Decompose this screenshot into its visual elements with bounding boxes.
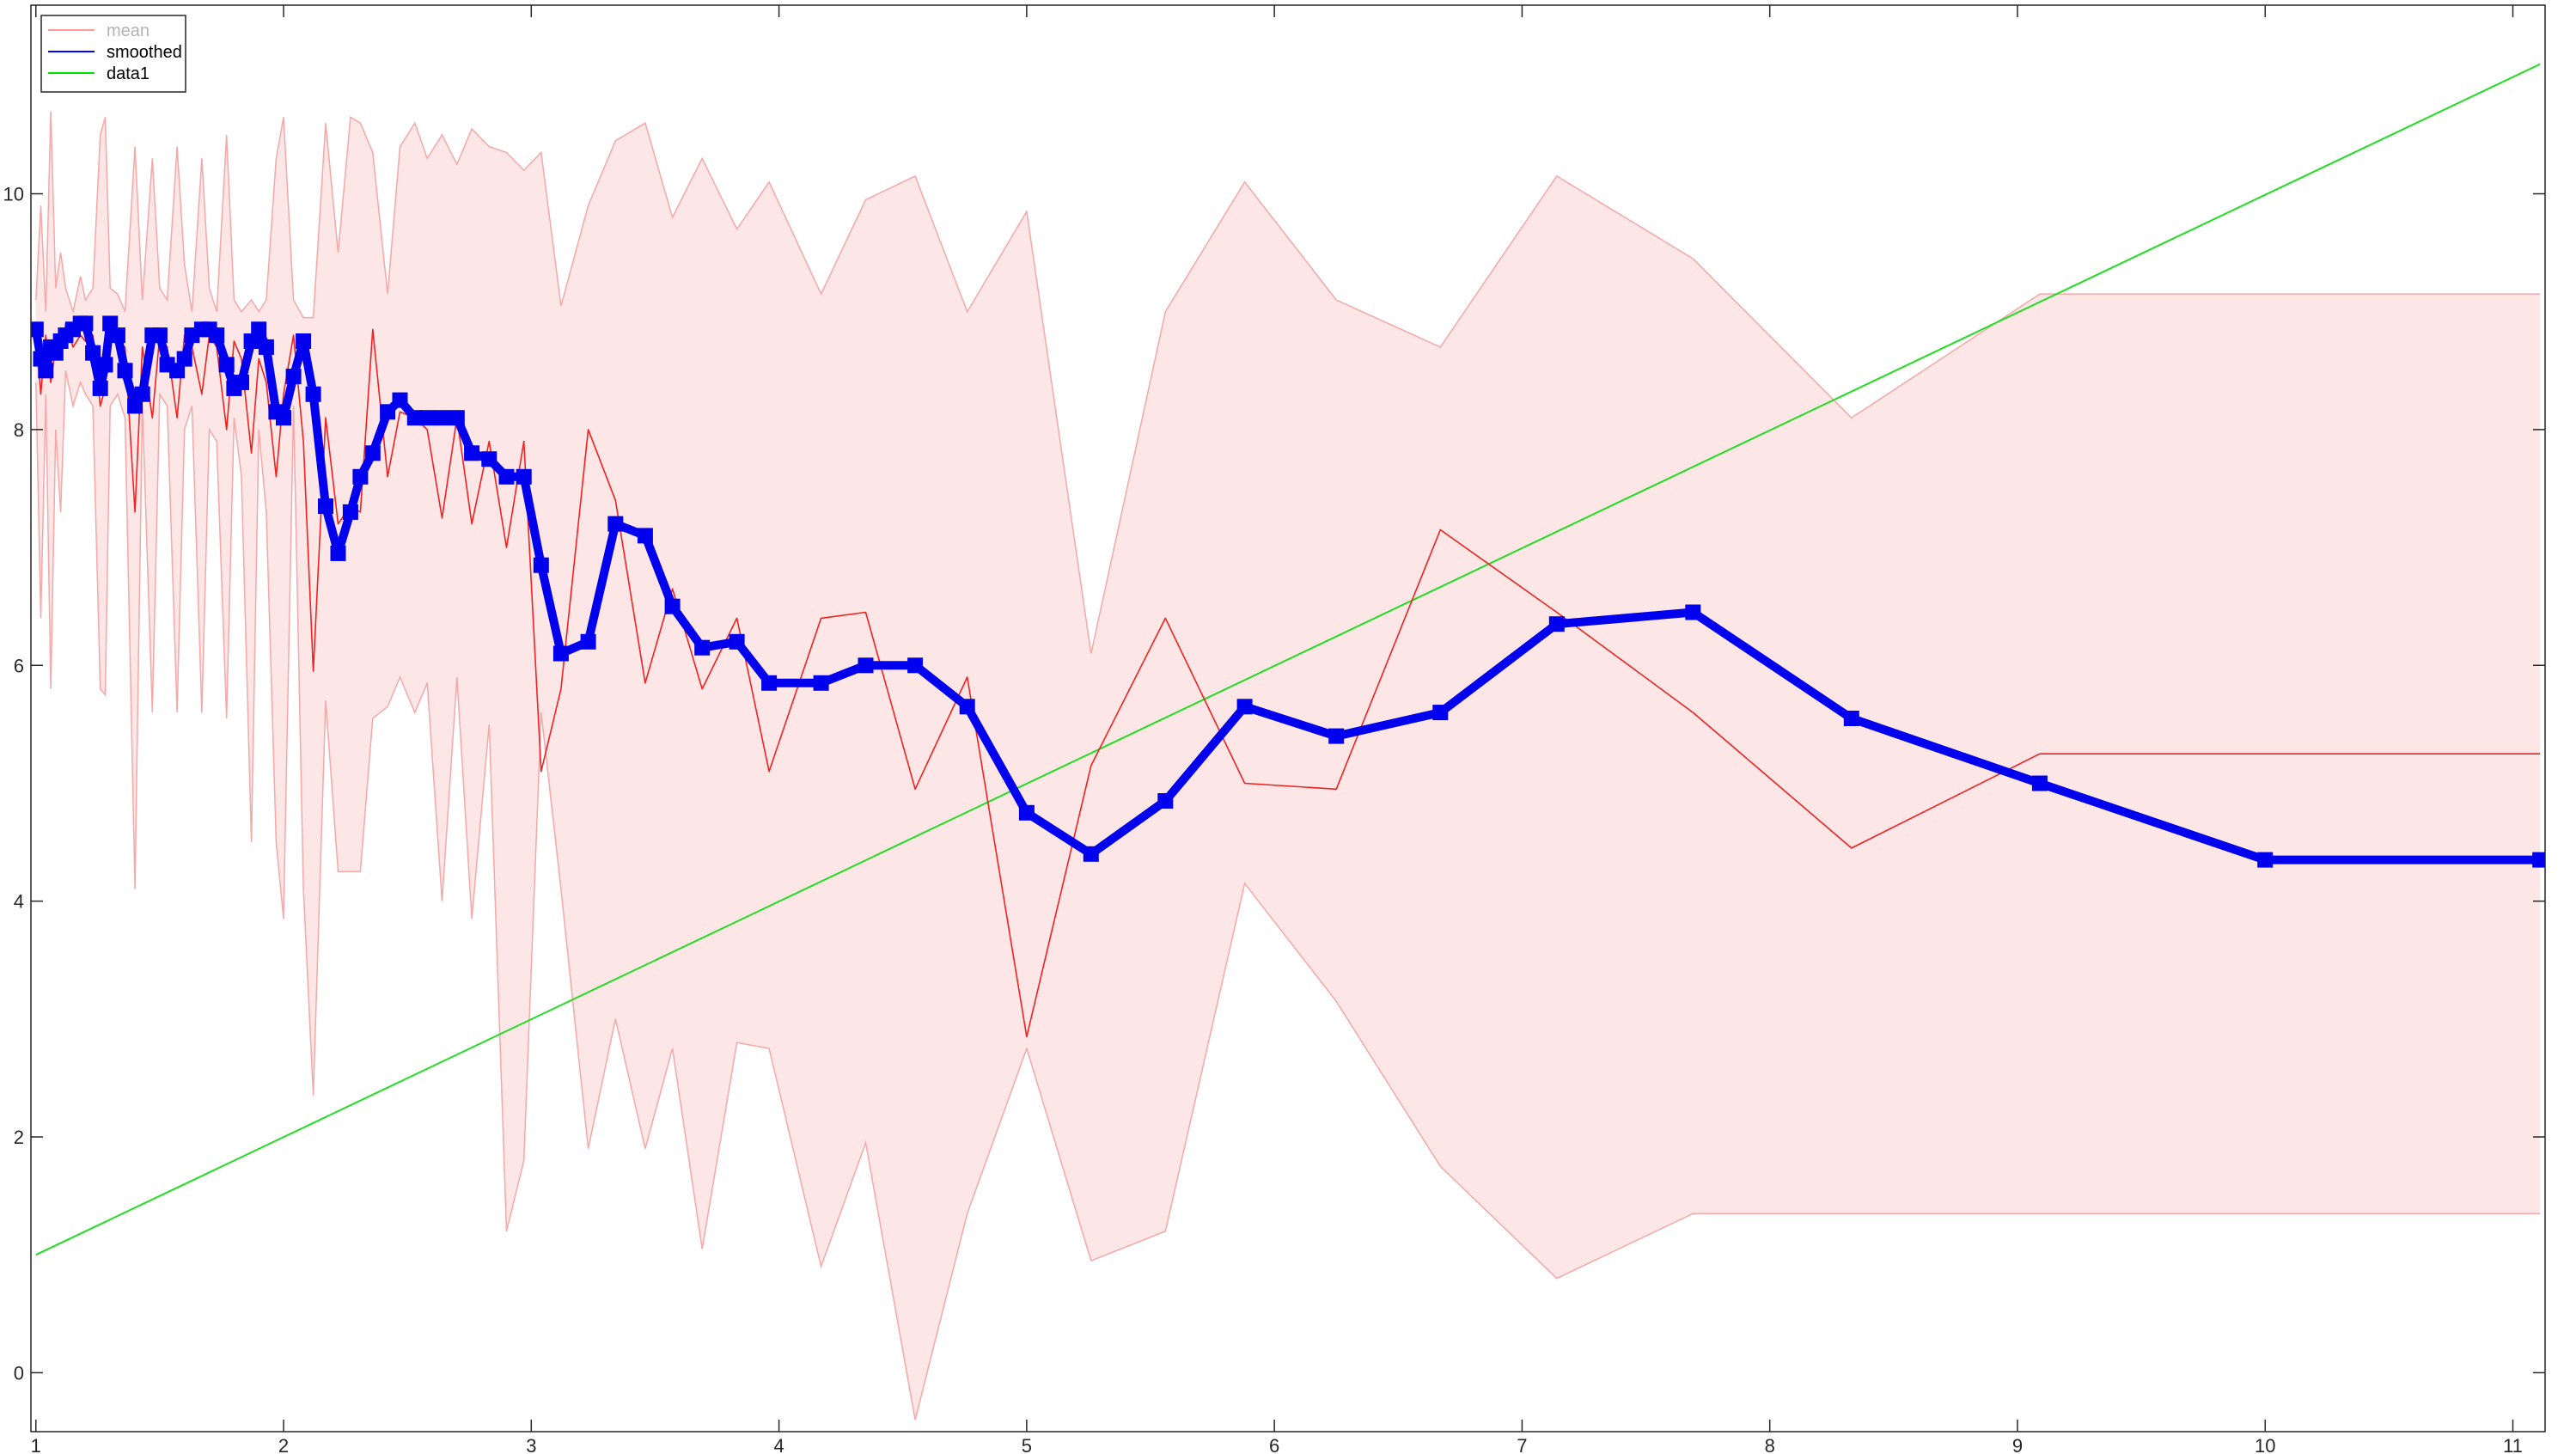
x-tick-label: 3 <box>526 1435 536 1454</box>
smoothed-point <box>729 633 745 650</box>
smoothed-point <box>276 410 291 426</box>
smoothed-point <box>33 351 49 367</box>
smoothed-point <box>637 528 653 544</box>
smoothed-point <box>318 498 333 515</box>
smoothed-point <box>607 516 624 532</box>
smoothed-point <box>31 321 44 338</box>
smoothed-point <box>2257 852 2274 868</box>
smoothed-point <box>552 645 569 662</box>
smoothed-point <box>516 468 532 485</box>
y-tick-label: 8 <box>14 419 24 441</box>
smoothed-point <box>959 699 975 715</box>
legend-label-mean: mean <box>107 21 150 40</box>
smoothed-point <box>92 380 108 396</box>
smoothed-point <box>285 369 302 385</box>
smoothed-point <box>1157 793 1174 809</box>
x-tick-label: 8 <box>1765 1435 1775 1454</box>
band-lower-edge <box>35 370 2541 1420</box>
smoothed-point <box>380 404 396 420</box>
smoothed-point <box>533 557 549 573</box>
smoothed-point <box>38 363 54 379</box>
smoothed-point <box>85 345 101 361</box>
legend-box <box>40 15 186 93</box>
band-fill <box>35 111 2541 1420</box>
smoothed-point <box>1083 846 1099 862</box>
axes-box <box>30 4 2546 1433</box>
smoothed-point <box>97 357 113 373</box>
x-tick-label: 4 <box>773 1435 784 1454</box>
smoothed-point <box>664 598 681 614</box>
smoothed-point <box>47 345 64 361</box>
smoothed-point <box>102 315 119 332</box>
smoothed-point <box>134 386 150 402</box>
x-tick-label: 10 <box>2255 1435 2275 1454</box>
x-tick-label: 1 <box>31 1435 41 1454</box>
y-tick-label: 6 <box>14 655 24 676</box>
smoothed-point <box>498 468 515 485</box>
smoothed-point <box>2532 852 2545 868</box>
smoothed-point <box>218 357 235 373</box>
smoothed-point <box>117 363 133 379</box>
smoothed-point <box>258 339 274 355</box>
smoothed-point <box>1685 604 1701 620</box>
smoothed-point <box>406 410 423 426</box>
smoothed-point <box>1328 728 1345 744</box>
smoothed-point <box>151 327 168 344</box>
smoothed-point <box>330 545 346 561</box>
legend-label-smoothed: smoothed <box>107 43 182 62</box>
smoothed-point <box>77 315 94 332</box>
legend: mean smoothed data1 <box>40 15 186 93</box>
smoothed-point <box>392 392 408 408</box>
y-tick-label: 4 <box>14 891 24 913</box>
x-tick-label: 6 <box>1269 1435 1279 1454</box>
smoothed-point <box>1236 699 1253 715</box>
x-tick-label: 9 <box>2012 1435 2023 1454</box>
smoothed-point <box>243 333 259 349</box>
smoothed-point <box>464 445 480 461</box>
x-tick-label: 7 <box>1517 1435 1527 1454</box>
axes-layer: 1 2 3 4 5 6 7 8 9 10 11 0 2 4 6 8 10 <box>3 4 2546 1454</box>
smoothed-point <box>209 327 225 344</box>
smoothed-point <box>813 675 829 691</box>
legend-label-data1: data1 <box>107 64 150 83</box>
smoothed-point <box>449 410 465 426</box>
smoothed-point <box>296 333 312 349</box>
x-tick-label: 5 <box>1022 1435 1032 1454</box>
smoothed-point <box>251 321 267 338</box>
smoothed-point <box>342 504 358 520</box>
band-upper-edge <box>35 111 2541 654</box>
y-tick-label: 2 <box>14 1127 24 1148</box>
smoothed-point <box>169 363 186 379</box>
series-layer <box>31 63 2545 1256</box>
confidence-band-layer <box>35 111 2541 1420</box>
smoothed-point <box>305 386 321 402</box>
smoothed-point <box>1432 705 1449 721</box>
smoothed-point <box>364 445 381 461</box>
smoothed-point <box>352 468 369 485</box>
smoothed-point <box>234 375 249 390</box>
x-tick-label: 2 <box>278 1435 289 1454</box>
smoothed-point <box>176 351 192 367</box>
y-tick-label: 0 <box>14 1362 24 1384</box>
smoothed-point <box>1548 616 1565 632</box>
smoothed-point <box>580 633 596 650</box>
smoothed-point <box>858 657 874 674</box>
smoothed-point <box>1018 804 1035 821</box>
smoothed-point <box>481 451 497 467</box>
smoothed-point <box>109 327 125 344</box>
smoothed-point <box>1843 711 1859 726</box>
smoothed-point <box>2031 775 2048 791</box>
smoothed-point <box>694 639 711 656</box>
y-tick-label: 10 <box>3 184 24 205</box>
smoothed-point <box>761 675 778 691</box>
smoothed-point <box>127 398 143 414</box>
smoothed-point <box>419 410 436 426</box>
smoothed-point <box>434 410 450 426</box>
x-tick-label: 11 <box>2503 1435 2523 1454</box>
series-data1-line <box>35 63 2541 1256</box>
smoothed-point <box>907 657 924 674</box>
